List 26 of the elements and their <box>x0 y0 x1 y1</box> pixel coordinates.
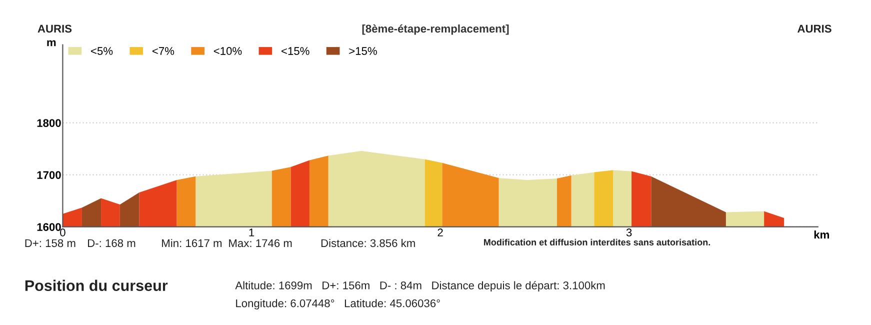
text: Altitude: 1699m D+: 156m D- : 84m Distance depuis le départ: 3.100km <box>235 281 605 292</box>
y-axis-title: m <box>47 40 56 46</box>
legend-label: <5% <box>91 47 113 55</box>
text: Max: 1746 m <box>229 239 292 248</box>
text: AURIS <box>798 24 832 33</box>
chart-title: [8ème-étape-remplacement] <box>362 24 509 35</box>
y-tick-label: 1800 <box>37 119 61 127</box>
x-tick-label: 1 <box>249 228 254 236</box>
legend-label: <7% <box>152 47 174 55</box>
x-tick-label: 3 <box>626 228 632 236</box>
text: Min: 1617 m <box>162 238 222 248</box>
text: Longitude: 6.07448° Latitude: 45.06036° <box>236 299 440 310</box>
text: Position du curseur <box>25 280 168 292</box>
legend-label: >15% <box>349 47 377 55</box>
x-tick-label: 0 <box>60 228 66 236</box>
text: D+: 158 m <box>25 239 76 248</box>
y-tick-label: 1700 <box>37 171 61 179</box>
legend-label: <15% <box>282 47 310 55</box>
x-axis-title: km <box>814 230 829 239</box>
x-tick-label: 2 <box>438 228 443 236</box>
y-tick-label: 1600 <box>37 223 61 231</box>
text: AURIS <box>38 24 72 33</box>
text: Modification et diffusion interdites sans autorisation. <box>484 238 710 246</box>
text: D-: 168 m <box>88 239 136 248</box>
text: Distance: 3.856 km <box>321 238 415 248</box>
legend-label: <10% <box>214 47 242 55</box>
